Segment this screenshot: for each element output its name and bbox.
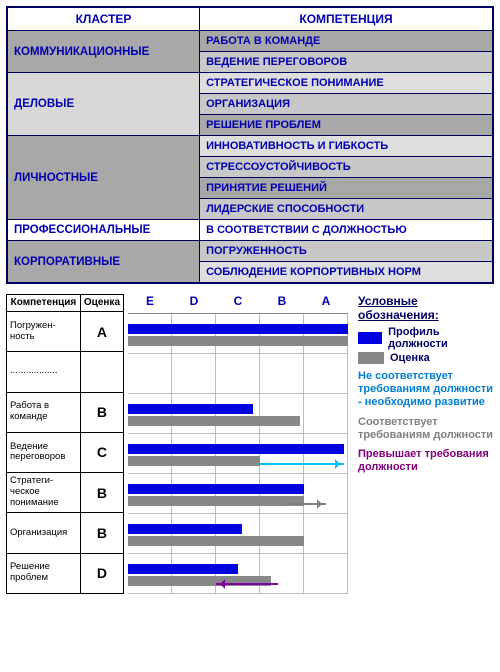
legend-note: Превышает требования должности	[358, 448, 494, 474]
header-competence: КОМПЕТЕНЦИЯ	[200, 7, 493, 31]
eval-grade: B	[80, 473, 123, 513]
eval-name: Погружен- ность	[7, 311, 81, 351]
chart-col-label: D	[172, 294, 216, 313]
legend-note: Не соответствует требованиям должности -…	[358, 370, 494, 410]
trend-arrow-icon	[260, 463, 344, 465]
legend-score: Оценка	[358, 352, 494, 364]
profile-chart: EDCBA	[128, 294, 348, 594]
chart-row	[128, 314, 348, 354]
competence-cell: ИННОВАТИВНОСТЬ И ГИБКОСТЬ	[200, 136, 493, 157]
bar-profile	[128, 404, 253, 414]
bar-score	[128, 336, 348, 346]
competence-cell: ЛИДЕРСКИЕ СПОСОБНОСТИ	[200, 199, 493, 220]
trend-arrow-icon	[286, 503, 326, 505]
legend-note: Соответствует требованиям должности	[358, 416, 494, 442]
chart-row	[128, 394, 348, 434]
cluster-cell: ЛИЧНОСТНЫЕ	[7, 136, 200, 220]
eval-header-name: Компетенция	[7, 295, 81, 312]
chart-col-label: C	[216, 294, 260, 313]
competence-cell: ВЕДЕНИЕ ПЕРЕГОВОРОВ	[200, 52, 493, 73]
eval-grade: A	[80, 311, 123, 351]
competence-cell: РЕШЕНИЕ ПРОБЛЕМ	[200, 115, 493, 136]
eval-name: ..................	[7, 352, 81, 392]
eval-grade	[80, 352, 123, 392]
cluster-cell: КОММУНИКАЦИОННЫЕ	[7, 31, 200, 73]
bar-profile	[128, 324, 348, 334]
competence-cell: В СООТВЕТСТВИИ С ДОЛЖНОСТЬЮ	[200, 220, 493, 241]
eval-grade: B	[80, 392, 123, 432]
eval-name: Ведение переговоров	[7, 432, 81, 472]
bar-score	[128, 456, 260, 466]
competence-cell: СОБЛЮДЕНИЕ КОРПОРТИВНЫХ НОРМ	[200, 262, 493, 284]
trend-arrow-icon	[216, 583, 278, 585]
eval-grade: C	[80, 432, 123, 472]
competence-cell: ПОГРУЖЕННОСТЬ	[200, 241, 493, 262]
competence-cell: ОРГАНИЗАЦИЯ	[200, 94, 493, 115]
header-cluster: КЛАСТЕР	[7, 7, 200, 31]
bar-score	[128, 496, 304, 506]
legend-title: Условные обозначения:	[358, 294, 494, 322]
chart-row	[128, 514, 348, 554]
cluster-cell: КОРПОРАТИВНЫЕ	[7, 241, 200, 284]
bar-score	[128, 416, 300, 426]
eval-name: Работа в команде	[7, 392, 81, 432]
bar-score	[128, 536, 304, 546]
competence-cell: ПРИНЯТИЕ РЕШЕНИЙ	[200, 178, 493, 199]
chart-col-label: E	[128, 294, 172, 313]
bar-profile	[128, 444, 344, 454]
chart-row	[128, 354, 348, 394]
bar-profile	[128, 564, 238, 574]
competency-table: КЛАСТЕР КОМПЕТЕНЦИЯ КОММУНИКАЦИОННЫЕРАБО…	[6, 6, 494, 284]
chart-row	[128, 554, 348, 594]
chart-col-label: A	[304, 294, 348, 313]
eval-name: Стратеги- ческое понимание	[7, 473, 81, 513]
competence-cell: СТРАТЕГИЧЕСКОЕ ПОНИМАНИЕ	[200, 73, 493, 94]
eval-name: Организация	[7, 513, 81, 553]
swatch-blue-icon	[358, 332, 382, 344]
eval-name: Решение проблем	[7, 553, 81, 593]
legend: Условные обозначения: Профиль должности …	[352, 294, 494, 594]
bar-profile	[128, 524, 242, 534]
cluster-cell: ПРОФЕССИОНАЛЬНЫЕ	[7, 220, 200, 241]
chart-row	[128, 474, 348, 514]
competence-cell: РАБОТА В КОМАНДЕ	[200, 31, 493, 52]
eval-grade: B	[80, 513, 123, 553]
eval-header-grade: Оценка	[80, 295, 123, 312]
chart-col-label: B	[260, 294, 304, 313]
bar-profile	[128, 484, 304, 494]
chart-row	[128, 434, 348, 474]
legend-profile: Профиль должности	[358, 326, 494, 350]
swatch-gray-icon	[358, 352, 384, 364]
evaluation-table: Компетенция Оценка Погружен- ностьA.....…	[6, 294, 124, 594]
cluster-cell: ДЕЛОВЫЕ	[7, 73, 200, 136]
competence-cell: СТРЕССОУСТОЙЧИВОСТЬ	[200, 157, 493, 178]
eval-grade: D	[80, 553, 123, 593]
